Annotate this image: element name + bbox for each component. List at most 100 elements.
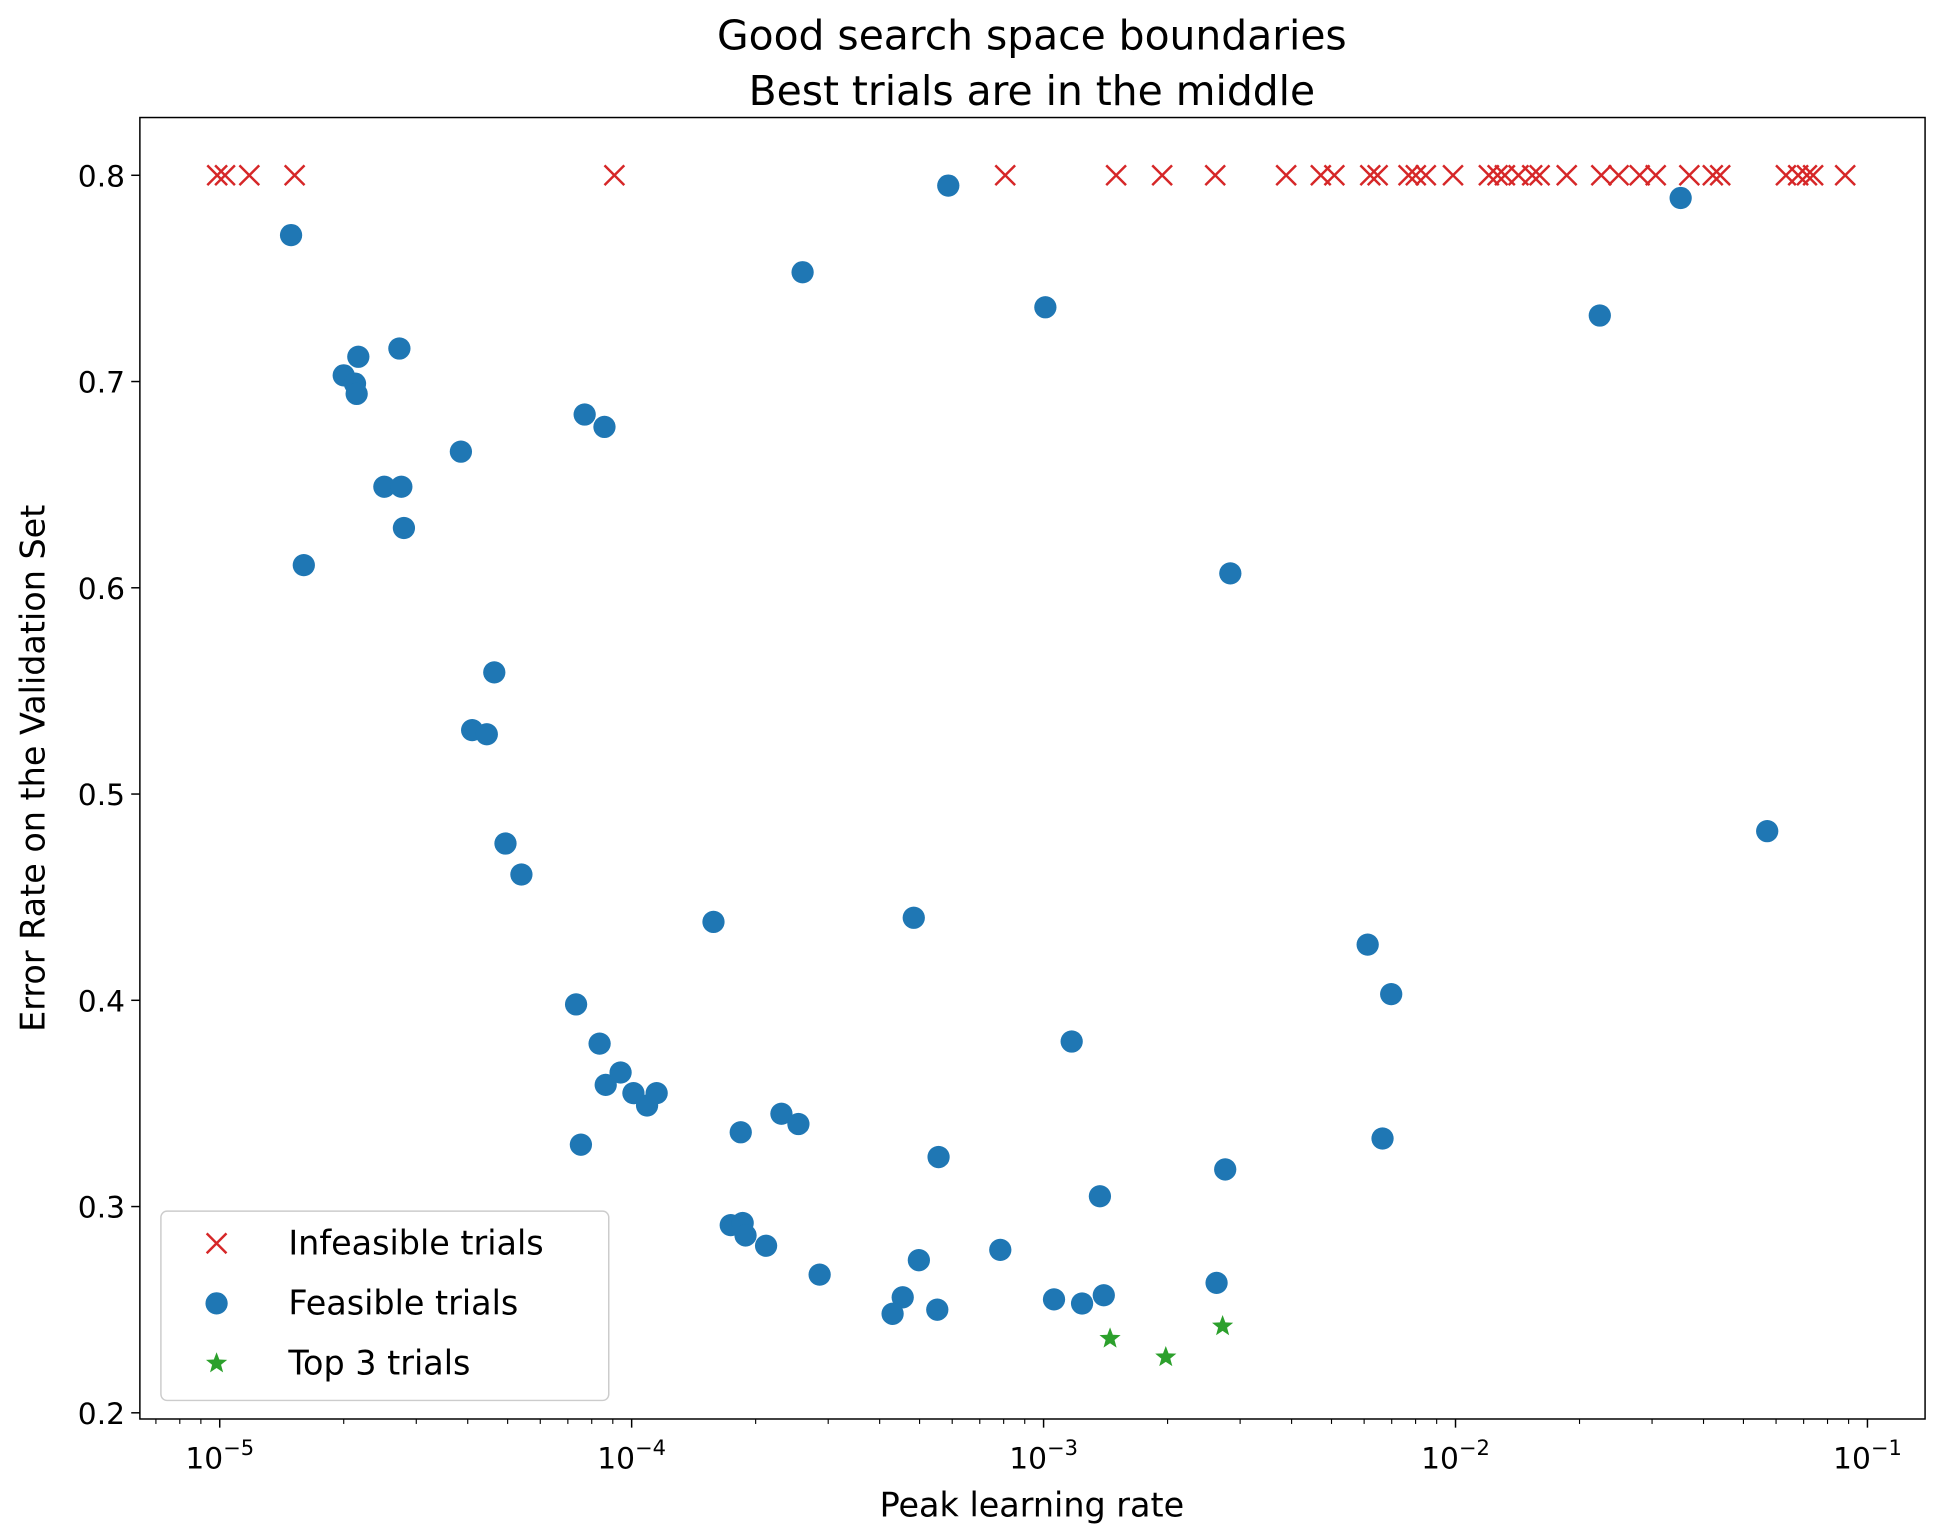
feasible-point xyxy=(1092,1284,1115,1307)
feasible-point xyxy=(292,553,315,577)
infeasible-point xyxy=(238,164,261,187)
feasible-point xyxy=(1588,304,1611,327)
axes-frame xyxy=(139,116,1926,1420)
infeasible-point xyxy=(1151,164,1173,187)
feasible-point xyxy=(1070,1292,1094,1315)
chart-title-line-2: Best trials are in the middle xyxy=(749,67,1316,115)
feasible-point xyxy=(645,1081,668,1105)
series-infeasible-trials xyxy=(206,164,1856,187)
infeasible-point xyxy=(1834,164,1856,187)
legend-marker-x xyxy=(205,1232,228,1255)
feasible-point xyxy=(373,475,396,498)
plot-area xyxy=(206,164,1856,1367)
infeasible-point xyxy=(1590,164,1613,187)
legend-label: Top 3 trials xyxy=(287,1343,470,1382)
feasible-point xyxy=(989,1238,1012,1262)
feasible-point xyxy=(907,1249,930,1272)
y-tick-label: 0.5 xyxy=(78,778,125,813)
feasible-point xyxy=(1034,296,1057,319)
feasible-point xyxy=(787,1112,810,1136)
feasible-point xyxy=(510,863,533,886)
feasible-point xyxy=(770,1102,793,1125)
feasible-point xyxy=(1756,820,1779,843)
feasible-point xyxy=(279,223,303,247)
feasible-point xyxy=(1219,562,1242,585)
x-axis-label: Peak learning rate xyxy=(880,1486,1185,1525)
y-tick-label: 0.3 xyxy=(78,1191,125,1226)
x-tick-label: 10−1 xyxy=(1833,1435,1902,1477)
infeasible-point xyxy=(1415,164,1437,187)
feasible-point xyxy=(808,1263,831,1286)
feasible-point xyxy=(891,1286,914,1309)
feasible-point xyxy=(1205,1271,1228,1295)
series-top-3-trials xyxy=(1099,1315,1234,1367)
infeasible-point xyxy=(1366,164,1389,187)
infeasible-point xyxy=(1521,164,1543,187)
feasible-point xyxy=(1356,933,1379,956)
feasible-point xyxy=(881,1302,904,1325)
feasible-point xyxy=(1371,1127,1394,1150)
feasible-point xyxy=(388,337,411,360)
feasible-point xyxy=(937,174,960,197)
y-axis: 0.2 0.3 0.4 0.5 0.6 0.7 0.8 xyxy=(78,159,140,1432)
infeasible-point xyxy=(1405,164,1427,187)
feasible-point xyxy=(734,1224,757,1247)
legend-frame xyxy=(160,1210,610,1402)
feasible-point xyxy=(588,1032,611,1055)
infeasible-point xyxy=(1644,164,1667,187)
feasible-point xyxy=(1669,186,1692,210)
feasible-point xyxy=(347,345,370,368)
chart-title-line-1: Good search space boundaries xyxy=(717,11,1347,59)
y-tick-label: 0.6 xyxy=(78,572,125,607)
infeasible-point xyxy=(994,164,1016,187)
y-tick-label: 0.2 xyxy=(78,1397,125,1432)
infeasible-point xyxy=(1528,164,1551,187)
infeasible-point xyxy=(1628,164,1651,187)
infeasible-point xyxy=(1555,164,1578,187)
feasible-point xyxy=(494,832,517,855)
x-tick-label: 10−2 xyxy=(1421,1435,1490,1477)
legend-label: Infeasible trials xyxy=(288,1223,543,1262)
infeasible-point xyxy=(1709,164,1731,187)
infeasible-point xyxy=(1105,164,1127,187)
feasible-point xyxy=(902,906,925,929)
infeasible-point xyxy=(214,164,236,187)
feasible-point xyxy=(609,1061,632,1084)
feasible-point xyxy=(1042,1288,1066,1311)
feasible-point xyxy=(475,723,498,746)
infeasible-point xyxy=(206,164,228,187)
infeasible-point xyxy=(1275,164,1297,187)
infeasible-point xyxy=(283,164,306,187)
top-trial-point xyxy=(1155,1345,1177,1367)
feasible-point xyxy=(791,261,814,284)
y-tick-label: 0.8 xyxy=(78,159,125,194)
y-tick-label: 0.4 xyxy=(78,984,125,1019)
feasible-point xyxy=(927,1145,950,1169)
infeasible-point xyxy=(603,164,626,187)
feasible-point xyxy=(390,475,413,498)
infeasible-point xyxy=(1678,164,1701,187)
feasible-point xyxy=(754,1234,778,1257)
legend: Infeasible trials Feasible trials Top 3 tr… xyxy=(160,1210,610,1402)
feasible-point xyxy=(449,440,473,463)
infeasible-point xyxy=(1359,164,1382,187)
feasible-point xyxy=(729,1121,752,1144)
infeasible-point xyxy=(1478,164,1500,187)
feasible-point xyxy=(926,1298,949,1321)
top-trial-point xyxy=(1099,1327,1121,1348)
infeasible-point xyxy=(1702,164,1724,187)
infeasible-point xyxy=(1397,164,1420,187)
feasible-point xyxy=(569,1133,593,1156)
feasible-point xyxy=(345,382,368,406)
infeasible-point xyxy=(1607,164,1630,187)
feasible-point xyxy=(702,910,725,934)
infeasible-point xyxy=(1204,164,1226,187)
legend-label: Feasible trials xyxy=(288,1283,518,1322)
series-feasible-trials xyxy=(279,174,1779,1325)
legend-marker-circle xyxy=(205,1292,228,1315)
x-tick-label: 10−5 xyxy=(185,1435,254,1477)
feasible-point xyxy=(573,403,596,426)
feasible-point xyxy=(392,516,416,540)
feasible-point xyxy=(564,993,588,1016)
